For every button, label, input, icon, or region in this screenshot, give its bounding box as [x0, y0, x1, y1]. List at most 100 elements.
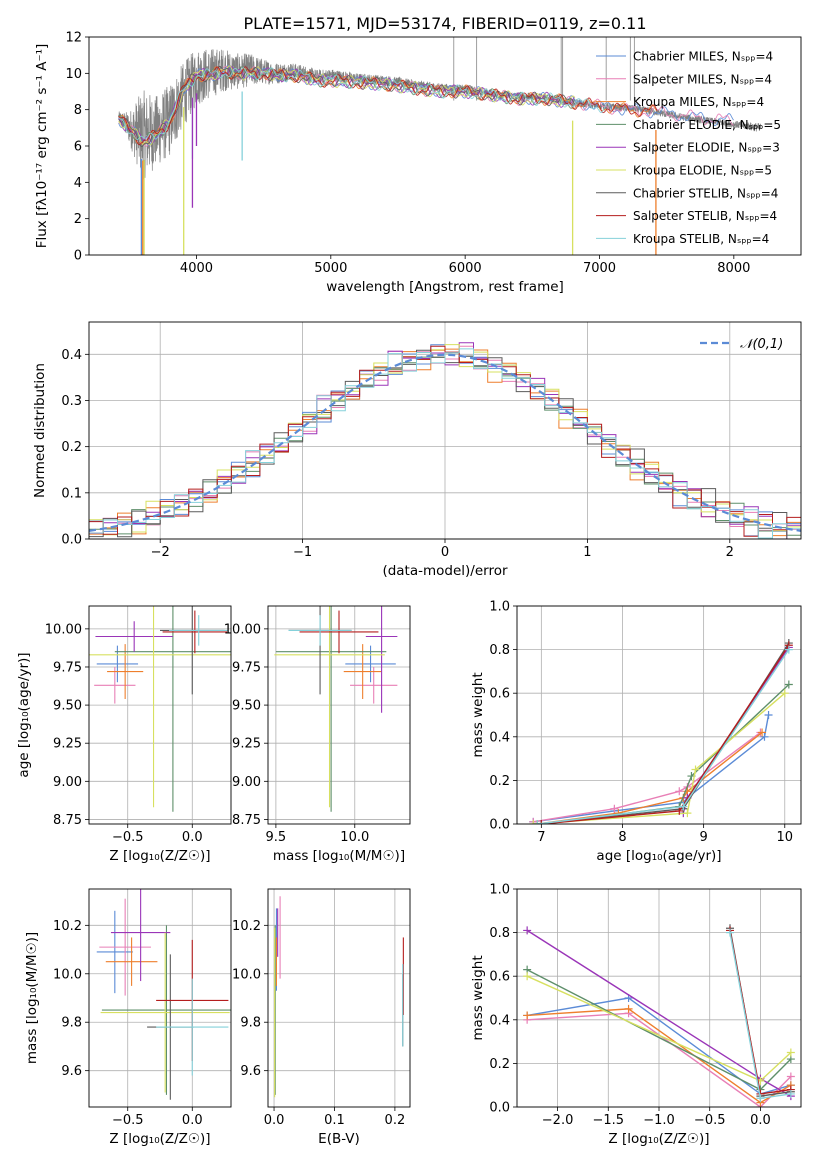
y-tick-label: 9.8: [240, 1016, 261, 1031]
y-tick-label: 0.4: [489, 1013, 510, 1028]
mass-weight-line-0: [526, 997, 792, 1095]
x-tick-label: −2.0: [542, 1113, 574, 1128]
y-tick-label: 9.75: [53, 660, 82, 675]
y-tick-label: 8.75: [53, 813, 82, 828]
x-tick-label: 7: [537, 830, 545, 845]
y-tick-label: 0.6: [489, 687, 510, 702]
x-tick-label: 5000: [314, 261, 347, 276]
y-tick-label: 10.00: [45, 622, 82, 637]
residual-histogram-7: [89, 345, 801, 537]
legend-label: Salpeter STELIB, Nₛₚₚ=4: [633, 209, 777, 223]
axes-frame: [516, 888, 802, 1108]
legend-label: Salpeter ELODIE, Nₛₚₚ=3: [633, 141, 780, 155]
mass-weight-marker: [786, 1089, 795, 1098]
y-tick-label: 0.2: [489, 774, 510, 789]
y-tick-label: 9.8: [61, 1016, 82, 1031]
x-axis-label: Z [log₁₀(Z/Z☉)]: [109, 848, 210, 864]
x-tick-label: 7000: [583, 261, 616, 276]
mass-weight-marker: [523, 972, 532, 981]
y-axis-label: mass [log₁₀(M/M☉)]: [24, 932, 40, 1064]
axes-frame: [88, 605, 232, 825]
mass-weight-marker: [780, 689, 789, 698]
y-tick-label: 0.2: [489, 1057, 510, 1072]
legend-label: Chabrier MILES, Nₛₚₚ=4: [633, 50, 773, 64]
y-tick-label: 10.2: [53, 919, 82, 934]
y-tick-label: 10.2: [232, 919, 261, 934]
x-axis-label: mass [log₁₀(M/M☉)]: [273, 848, 405, 864]
x-axis-label: E(B-V): [318, 1131, 360, 1147]
y-tick-label: 9.50: [53, 699, 82, 714]
x-tick-label: 10: [776, 830, 793, 845]
axes-frame: [88, 321, 802, 540]
y-tick-label: 12: [65, 31, 82, 46]
mass-weight-marker: [764, 711, 773, 719]
x-tick-label: 6000: [449, 261, 482, 276]
y-tick-label: 10.0: [232, 967, 261, 982]
y-tick-label: 6: [74, 140, 82, 155]
legend-label: Chabrier ELODIE, Nₛₚₚ=5: [633, 118, 781, 132]
x-tick-label: 0: [441, 545, 449, 560]
mass-weight-marker: [537, 820, 546, 824]
x-tick-label: −1: [293, 545, 312, 560]
panel-age-vs-metallicity: −0.5 0.0 8.75 9.00 9.25 9.50 9.75 10.00 Z [log₁₀…: [16, 605, 232, 864]
mass-weight-marker: [610, 804, 619, 813]
x-tick-label: −0.5: [112, 830, 144, 845]
y-tick-label: 9.75: [232, 660, 261, 675]
mass-weight-marker: [523, 926, 532, 935]
legend-label: Kroupa ELODIE, Nₛₚₚ=5: [633, 164, 772, 178]
x-tick-label: −0.5: [112, 1113, 144, 1128]
residual-histogram-8: [89, 348, 801, 539]
mass-weight-marker: [675, 806, 684, 815]
x-tick-label: −0.5: [694, 1113, 726, 1128]
y-tick-label: 0.8: [489, 643, 510, 658]
legend: 𝒩(0,1): [700, 337, 783, 352]
y-tick-label: 0.1: [61, 486, 82, 501]
axes-frame: [267, 888, 411, 1108]
y-tick-label: 0.2: [61, 440, 82, 455]
x-axis-label: age [log₁₀(age/yr)]: [596, 848, 721, 864]
y-tick-label: 0.6: [489, 970, 510, 985]
legend-label: Kroupa MILES, Nₛₚₚ=4: [633, 95, 764, 109]
x-tick-label: −1.0: [643, 1113, 675, 1128]
plot-area: [96, 889, 231, 1100]
figure-title: PLATE=1571, MJD=53174, FIBERID=0119, z=0…: [243, 14, 646, 33]
axes-frame: [88, 36, 802, 256]
axes-frame: [267, 605, 411, 825]
mass-weight-marker: [760, 732, 769, 741]
plot-area: [89, 606, 231, 812]
mass-weight-line-7: [541, 644, 790, 824]
y-tick-label: 0.0: [489, 1101, 510, 1116]
x-tick-label: 9.5: [266, 830, 287, 845]
panel-spectrum: 4000 5000 6000 7000 8000 0 2 4 6 8 10 12 wavelength …: [34, 31, 802, 295]
mass-weight-marker: [691, 765, 700, 774]
mass-weight-marker: [624, 1004, 633, 1013]
plot-area: [89, 342, 801, 539]
y-tick-label: 0: [74, 249, 82, 264]
legend-label: 𝒩(0,1): [740, 337, 783, 352]
x-tick-label: 2: [726, 545, 734, 560]
mass-weight-marker: [675, 787, 684, 796]
panel-mass-vs-metallicity: −0.5 0.0 9.6 9.8 10.0 10.2 Z [log₁₀(Z/Z☉)] mass…: [24, 888, 232, 1147]
panel-age-vs-mass: 9.5 10.0 8.75 9.00 9.25 9.50 9.75 10.00 mass [lo…: [224, 605, 411, 864]
legend-label: Salpeter MILES, Nₛₚₚ=4: [633, 72, 772, 86]
panel-mass-weight-vs-age: 7 8 9 10 0.0 0.2 0.4 0.6 0.8 1.0 age [log₁₀(age/yr…: [470, 600, 802, 864]
y-tick-label: 9.00: [232, 775, 261, 790]
y-tick-label: 10.0: [53, 967, 82, 982]
y-tick-label: 0.4: [489, 730, 510, 745]
mass-weight-marker: [523, 1011, 532, 1020]
y-tick-label: 10.00: [224, 622, 261, 637]
x-tick-label: 0.1: [324, 1113, 345, 1128]
x-axis-label: wavelength [Angstrom, rest frame]: [326, 279, 564, 295]
y-tick-label: 1.0: [489, 883, 510, 898]
axes-frame: [516, 605, 802, 825]
y-axis-label: Flux [fλ10⁻¹⁷ erg cm⁻² s⁻¹ A⁻¹]: [34, 44, 50, 249]
x-tick-label: 9: [699, 830, 707, 845]
y-tick-label: 9.6: [61, 1064, 82, 1079]
panel-residual-histogram: −2 −1 0 1 2 0.0 0.1 0.2 0.3 0.4 (data-model)/error…: [32, 321, 802, 579]
y-tick-label: 0.0: [489, 818, 510, 833]
y-tick-label: 1.0: [489, 600, 510, 615]
mass-weight-line-0: [533, 714, 770, 823]
mass-weight-line-1: [533, 731, 761, 823]
mass-weight-marker: [786, 1072, 795, 1081]
plot-area: [118, 37, 761, 255]
